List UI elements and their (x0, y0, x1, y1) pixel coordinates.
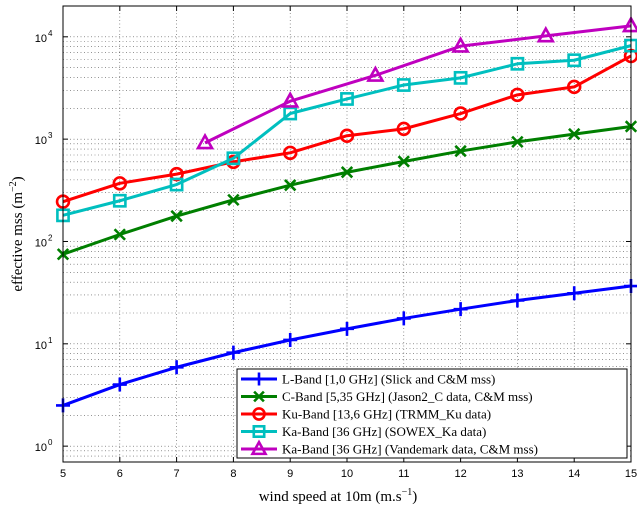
x-tick-label: 7 (174, 468, 180, 480)
data-point (453, 70, 468, 85)
y-tick-label: 10 (35, 33, 47, 45)
legend-item: L-Band [1,0 GHz] (Slick and C&M mss) (241, 372, 495, 387)
data-point (366, 65, 385, 82)
legend-item: Ka-Band [36 GHz] (SOWEX_Ka data) (241, 424, 486, 439)
data-point (113, 228, 126, 241)
y-tick-label: 10 (35, 340, 47, 352)
data-point (195, 132, 215, 150)
y-tick-exponent: 1 (48, 336, 53, 345)
legend-item: Ku-Band [13,6 GHz] (TRMM_Ku data) (241, 407, 491, 422)
data-point (283, 332, 298, 347)
grid (63, 6, 631, 463)
data-point (252, 372, 266, 386)
x-axis-label: wind speed at 10m (m.s−1) (259, 487, 418, 505)
y-tick-exponent: 4 (48, 29, 53, 38)
data-point (567, 53, 582, 68)
data-point (250, 439, 268, 456)
x-tick-label: 5 (60, 468, 66, 480)
data-point (396, 311, 411, 326)
data-point (397, 155, 410, 168)
legend-label: Ka-Band [36 GHz] (Vandemark data, C&M ms… (282, 442, 538, 457)
data-point (339, 128, 355, 143)
data-point (340, 166, 354, 179)
data-point (510, 293, 525, 308)
data-point (227, 193, 240, 207)
data-point (226, 345, 241, 360)
x-tick-label: 14 (568, 468, 580, 480)
x-tick-label: 15 (625, 468, 637, 480)
data-point (252, 424, 266, 438)
y-tick-exponent: 0 (48, 438, 53, 447)
data-point (112, 176, 128, 191)
legend-item: Ka-Band [36 GHz] (Vandemark data, C&M ms… (241, 439, 538, 457)
data-point (284, 178, 297, 192)
legend-label: Ka-Band [36 GHz] (SOWEX_Ka data) (282, 424, 486, 439)
series-line (62, 54, 632, 204)
y-tick-label: 10 (35, 442, 47, 454)
legend-label: Ku-Band [13,6 GHz] (TRMM_Ku data) (282, 407, 491, 422)
data-point (253, 390, 265, 403)
data-point (566, 79, 582, 95)
series-line (204, 24, 632, 145)
data-point (252, 407, 266, 421)
data-point (510, 56, 525, 71)
legend-label: L-Band [1,0 GHz] (Slick and C&M mss) (282, 372, 495, 387)
data-point (453, 302, 468, 317)
x-tick-label: 9 (287, 468, 293, 480)
series-line (62, 44, 632, 217)
data-point (396, 121, 412, 137)
data-point (282, 145, 298, 161)
series-line (62, 124, 632, 256)
data-point (568, 127, 581, 141)
x-tick-label: 13 (511, 468, 523, 480)
data-point (396, 78, 411, 92)
data-point (453, 106, 468, 121)
data-point (511, 135, 524, 149)
data-point (283, 106, 298, 121)
legend-label: C-Band [5,35 GHz] (Jason2_C data, C&M ms… (282, 389, 533, 404)
legend-item: C-Band [5,35 GHz] (Jason2_C data, C&M ms… (241, 389, 533, 404)
data-point (169, 177, 184, 192)
y-tick-exponent: 3 (48, 131, 53, 140)
data-point (112, 377, 127, 392)
data-point (536, 25, 556, 43)
y-axis-label: effective mss (m−2) (8, 176, 26, 291)
series-3 (55, 48, 637, 209)
data-point (340, 92, 354, 106)
data-point (170, 209, 183, 223)
data-point (567, 286, 582, 301)
x-tick-label: 10 (341, 468, 353, 480)
x-tick-label: 12 (454, 468, 466, 480)
data-point (226, 151, 241, 166)
legend: L-Band [1,0 GHz] (Slick and C&M mss) C-Ba… (236, 368, 628, 459)
legend-box (236, 368, 628, 459)
y-tick-label: 10 (35, 135, 47, 147)
series-1 (56, 279, 637, 413)
data-point (451, 36, 470, 53)
data-point (169, 360, 184, 375)
data-point (280, 91, 300, 108)
data-point (340, 321, 354, 336)
data-point (454, 144, 467, 158)
data-point (510, 87, 525, 103)
y-tick-label: 10 (35, 237, 47, 249)
x-tick-label: 6 (117, 468, 123, 480)
data-point (112, 193, 127, 208)
y-tick-exponent: 2 (48, 233, 53, 242)
x-tick-label: 8 (230, 468, 236, 480)
x-tick-label: 11 (398, 468, 409, 480)
